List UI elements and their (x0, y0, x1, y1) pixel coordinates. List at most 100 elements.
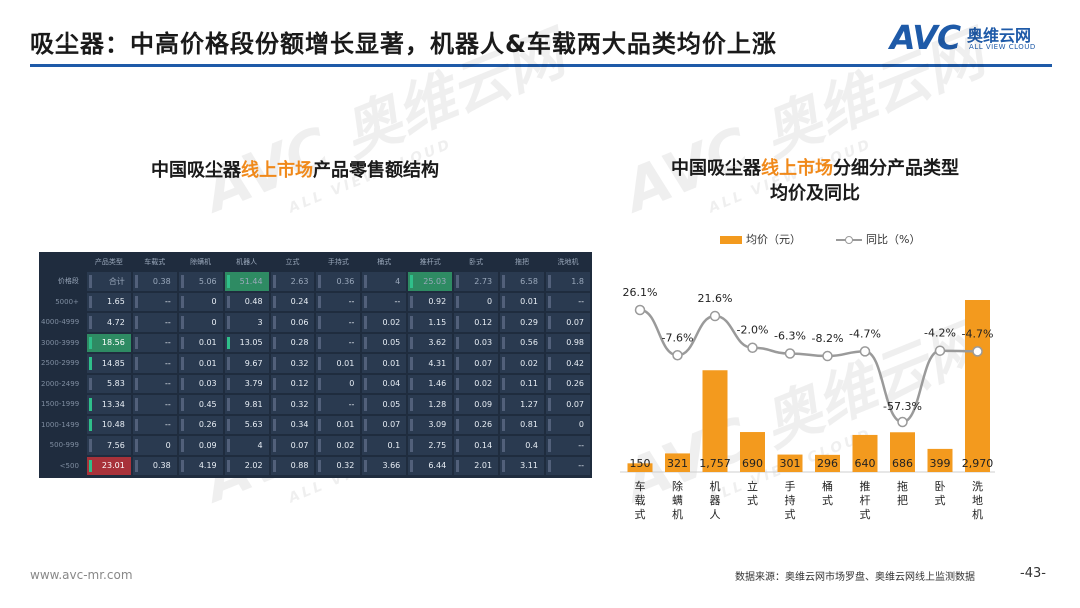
x-tick-label-char: 载 (635, 494, 646, 507)
x-tick-label-char: 立 (747, 479, 758, 493)
heatmap-cell-value: 0 (165, 440, 171, 450)
x-tick-label-char: 持 (785, 493, 796, 507)
avg-price-bar (965, 300, 990, 472)
heatmap-cell-value: 0.32 (290, 358, 309, 368)
heatmap-cell-bar (318, 459, 322, 472)
heatmap-cell-bar (134, 275, 138, 288)
heatmap-cell: 2.73 (454, 272, 499, 291)
heatmap-row: 4000-4999 4.72 -- 0 3 0.06 -- 0.02 1.15 0.12 0.29 0… (41, 313, 590, 332)
yoy-point (672, 350, 683, 361)
x-tick-label-char: 拖 (897, 479, 908, 493)
heatmap-cell: -- (132, 415, 177, 434)
heatmap-cell: -- (316, 313, 361, 332)
heatmap-cell: 0.07 (454, 354, 499, 373)
heatmap-cell-value: 3.11 (520, 461, 538, 471)
heatmap-cell-value: 0.92 (428, 297, 447, 307)
heatmap-cell-bar (547, 295, 551, 308)
heatmap-cell: 0.09 (178, 436, 223, 455)
heatmap-cell-bar (88, 459, 92, 472)
heatmap-cell-value: 0.32 (290, 399, 309, 409)
heatmap-cell-bar (134, 398, 138, 411)
avg-price-bar (777, 454, 803, 472)
heatmap-cell-value: 0.04 (382, 379, 401, 389)
heatmap-cell-bar (410, 336, 414, 349)
heatmap-cell-value: -- (578, 440, 584, 450)
heatmap-cell-bar (547, 336, 551, 349)
yoy-line (639, 308, 978, 424)
heatmap-cell-bar (318, 295, 322, 308)
heatmap-cell: 2.01 (454, 456, 499, 475)
heatmap-cell: 3.79 (224, 374, 269, 393)
bar-value-label: 301 (780, 457, 801, 470)
yoy-point (784, 348, 796, 359)
yoy-point (747, 342, 758, 353)
heatmap-cell: 3.11 (500, 456, 544, 475)
heatmap-cell: 0.26 (178, 415, 223, 434)
bar-value-label: 399 (930, 457, 951, 470)
heatmap-cell-bar (456, 295, 460, 308)
heatmap-cell-value: -- (164, 338, 171, 348)
heatmap-cell: 3.62 (408, 333, 453, 352)
heatmap-cell-value: 0.07 (382, 420, 401, 430)
heatmap-cell: 0.11 (500, 374, 544, 393)
heatmap-table: 产品类型 车载式 除螨机 机器人 立式 手持式 桶式 推杆式 卧式 拖把 洗地机 价格段 合计 0.38 5… (39, 252, 592, 477)
heatmap-cell: 0.02 (362, 313, 407, 332)
heatmap-cell-bar (410, 459, 414, 472)
heatmap-cell-value: 0.4 (525, 440, 538, 450)
heatmap-cell-value: 0 (578, 420, 584, 430)
heatmap-cell-bar (547, 377, 551, 390)
heatmap-cell: 0.88 (270, 456, 315, 475)
heatmap-cell: 0.4 (500, 436, 544, 455)
heatmap-cell: 3.66 (362, 456, 407, 475)
heatmap-cell: 0.01 (500, 292, 544, 311)
heatmap-cell-bar (180, 377, 184, 390)
heatmap-cell-value: 5.83 (107, 379, 125, 389)
heatmap-cell-bar (88, 295, 92, 308)
heatmap-row-label: 4000-4999 (41, 313, 85, 332)
heatmap-cell: -- (132, 354, 177, 373)
heatmap-cell-value: 9.81 (244, 399, 263, 409)
heatmap-cell-value: 5.06 (198, 276, 217, 286)
heatmap-cell-bar (318, 357, 322, 370)
heatmap-cell-value: 3.62 (428, 338, 447, 348)
yoy-value-label: -57.3% (883, 400, 922, 413)
heatmap-cell: 0.32 (270, 354, 315, 373)
heatmap-cell-bar (226, 357, 230, 370)
bar-value-label: 640 (855, 457, 876, 470)
heatmap-cell-bar (272, 275, 276, 288)
heatmap-cell-bar (502, 275, 506, 288)
x-tick-label-char: 机 (710, 479, 721, 493)
heatmap-cell: 0.32 (270, 395, 315, 414)
heatmap-cell: 23.01 (86, 456, 131, 475)
heatmap-cell-value: -- (578, 461, 584, 471)
heatmap-column-header: 产品类型 (94, 258, 123, 266)
heatmap-cell-value: 0.81 (520, 420, 538, 430)
heatmap-cell: 10.48 (86, 415, 131, 434)
heatmap-cell: 18.56 (86, 333, 131, 352)
avg-price-bar (740, 432, 765, 472)
heatmap-cell-value: -- (394, 297, 401, 307)
heatmap-cell-value: 0.11 (520, 379, 538, 389)
heatmap-cell: 0.56 (500, 333, 544, 352)
avg-price-bar (702, 370, 728, 472)
heatmap-cell-bar (226, 459, 230, 472)
heatmap-cell: 5.63 (224, 415, 269, 434)
heatmap-row-label: 5000+ (41, 292, 85, 311)
heatmap-column-header: 推杆式 (419, 258, 441, 266)
heatmap-cell: 0.26 (454, 415, 499, 434)
x-tick-label-char: 除 (672, 479, 683, 493)
heatmap-cell-bar (180, 336, 184, 349)
heatmap-cell-bar (547, 459, 551, 472)
heatmap-cell: 0.01 (316, 415, 361, 434)
yoy-point (934, 345, 946, 356)
heatmap-column-header: 机器人 (236, 258, 258, 266)
x-tick-label-char: 式 (635, 508, 646, 521)
heatmap-cell-value: -- (164, 399, 171, 409)
heatmap-cell-value: 4 (395, 276, 401, 286)
x-tick-label-char: 洗 (972, 480, 983, 493)
heatmap-cell: 0 (178, 313, 223, 332)
heatmap-row: 3000-3999 18.56 -- 0.01 13.05 0.28 -- 0.05 3.62 0… (41, 333, 590, 352)
heatmap-column-header: 车载式 (144, 258, 166, 266)
heatmap-cell-bar (180, 459, 184, 472)
yoy-point (709, 310, 721, 322)
